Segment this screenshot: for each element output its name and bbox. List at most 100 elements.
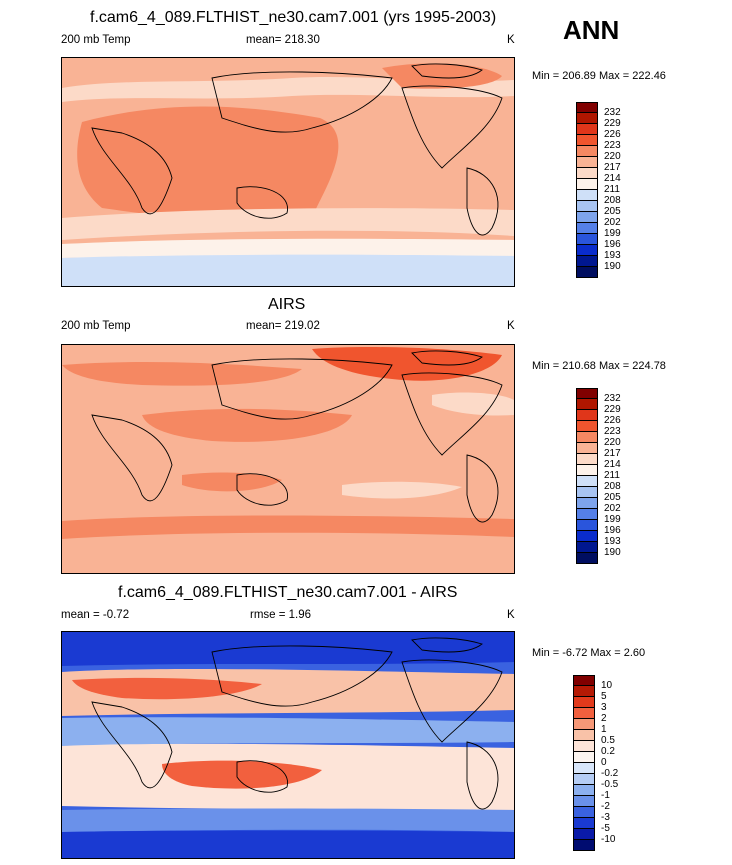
model-colorbar-tick: 205	[604, 206, 621, 217]
model-colorbar-tick: 202	[604, 217, 621, 228]
obs-colorbar-swatch	[576, 542, 598, 553]
diff-minmax-label: Min = -6.72 Max = 2.60	[532, 647, 646, 659]
obs-colorbar-tick: 205	[604, 492, 621, 503]
model-colorbar-swatch	[576, 179, 598, 190]
obs-colorbar-swatch	[576, 476, 598, 487]
diff-colorbar-swatch	[573, 807, 595, 818]
model-colorbar-swatch	[576, 234, 598, 245]
model-colorbar-tick: 232	[604, 107, 621, 118]
diff-map-svg	[62, 632, 514, 858]
obs-field-arctic-warm	[312, 347, 502, 381]
diff-colorbar-tick: -10	[601, 834, 616, 845]
model-field-southern-cool-band	[62, 238, 514, 258]
diff-rmse-label: rmse = 1.96	[250, 609, 312, 621]
model-colorbar-tick: 226	[604, 129, 621, 140]
model-minmax-label: Min = 206.89 Max = 222.46	[532, 70, 666, 82]
obs-colorbar-tick: 193	[604, 536, 621, 547]
model-colorbar-swatch	[576, 135, 598, 146]
model-colorbar-tick: 223	[604, 140, 621, 151]
obs-field-north-warm	[62, 362, 302, 386]
diff-colorbar-swatch	[573, 697, 595, 708]
obs-field-australia-warm	[182, 472, 282, 492]
model-colorbar-swatch	[576, 245, 598, 256]
obs-minmax-label: Min = 210.68 Max = 224.78	[532, 360, 666, 372]
obs-colorbar-swatch	[576, 487, 598, 498]
diff-colorbar-swatch	[573, 818, 595, 829]
obs-colorbar-tick: 217	[604, 448, 621, 459]
obs-colorbar-swatch	[576, 520, 598, 531]
model-colorbar-swatch	[576, 201, 598, 212]
obs-colorbar-tick: 190	[604, 547, 621, 558]
obs-colorbar-swatch	[576, 498, 598, 509]
obs-colorbar-tick: 208	[604, 481, 621, 492]
model-map	[61, 57, 515, 287]
model-map-svg	[62, 58, 514, 286]
diff-colorbar-swatch	[573, 730, 595, 741]
diff-colorbar-swatch	[573, 796, 595, 807]
diff-colorbar-swatch	[573, 829, 595, 840]
obs-field-pacific-light	[432, 392, 514, 416]
model-colorbar-swatch	[576, 212, 598, 223]
model-field-southern-light-band	[62, 208, 514, 240]
diff-colorbar-tick: -0.2	[601, 768, 619, 779]
model-variable-label: 200 mb Temp	[61, 34, 131, 46]
obs-field-southern-warm-band	[62, 515, 514, 539]
diff-colorbar-swatch	[573, 774, 595, 785]
model-colorbar-tick: 196	[604, 239, 621, 250]
model-colorbar-tick: 214	[604, 173, 621, 184]
season-label: ANN	[563, 15, 620, 45]
diff-colorbar-swatch	[573, 708, 595, 719]
diff-colorbar-swatch	[573, 752, 595, 763]
diff-field-australia-warm	[162, 760, 322, 789]
model-colorbar-tick: 208	[604, 195, 621, 206]
model-colorbar-tick: 190	[604, 261, 621, 272]
diff-colorbar-swatch	[573, 763, 595, 774]
diff-panel-title: f.cam6_4_089.FLTHIST_ne30.cam7.001 - AIR…	[118, 584, 458, 601]
diff-colorbar-swatch	[573, 741, 595, 752]
model-colorbar-swatch	[576, 124, 598, 135]
diff-field-north-warm	[72, 677, 262, 700]
obs-units-label: K	[507, 320, 515, 332]
model-colorbar-tick: 217	[604, 162, 621, 173]
diff-field-antarctic-cold	[62, 830, 514, 858]
model-colorbar-tick: 211	[604, 184, 620, 195]
model-field-antarctic-cold	[62, 254, 514, 286]
diff-colorbar-swatch	[573, 675, 595, 686]
model-colorbar-swatch	[576, 102, 598, 113]
model-colorbar-swatch	[576, 157, 598, 168]
diff-units-label: K	[507, 609, 515, 621]
diff-mean-label: mean = -0.72	[61, 609, 130, 621]
diff-colorbar-tick: 10	[601, 680, 613, 691]
obs-field-subtropic-warm	[142, 408, 352, 442]
model-field-warm-pool	[77, 106, 339, 223]
obs-colorbar-tick: 229	[604, 404, 621, 415]
obs-variable-label: 200 mb Temp	[61, 320, 131, 332]
obs-colorbar-swatch	[576, 399, 598, 410]
obs-colorbar-tick: 226	[604, 415, 621, 426]
obs-colorbar-swatch	[576, 465, 598, 476]
obs-colorbar-swatch	[576, 388, 598, 399]
diff-colorbar-tick: 2	[601, 713, 607, 724]
diff-field-southern-blue	[62, 808, 514, 832]
model-colorbar-swatch	[576, 256, 598, 267]
obs-panel-title: AIRS	[268, 296, 306, 313]
diff-colorbar-tick: -3	[601, 812, 610, 823]
model-colorbar-swatch	[576, 223, 598, 234]
obs-map	[61, 344, 515, 574]
diff-field-arctic-cold	[62, 632, 514, 666]
obs-colorbar-swatch	[576, 443, 598, 454]
diff-colorbar-tick: -1	[601, 790, 610, 801]
obs-colorbar-swatch	[576, 421, 598, 432]
model-colorbar-swatch	[576, 146, 598, 157]
model-colorbar-swatch	[576, 190, 598, 201]
diff-colorbar-tick: 0.2	[601, 746, 615, 757]
diff-colorbar-swatch	[573, 785, 595, 796]
obs-colorbar-tick: 199	[604, 514, 621, 525]
obs-colorbar-tick: 223	[604, 426, 621, 437]
obs-colorbar-tick: 232	[604, 393, 621, 404]
diff-colorbar-swatch	[573, 686, 595, 697]
obs-colorbar-tick: 211	[604, 470, 620, 481]
diff-colorbar-tick: 0.5	[601, 735, 615, 746]
model-colorbar-tick: 220	[604, 151, 621, 162]
diff-field-tropical-blue	[62, 717, 514, 746]
